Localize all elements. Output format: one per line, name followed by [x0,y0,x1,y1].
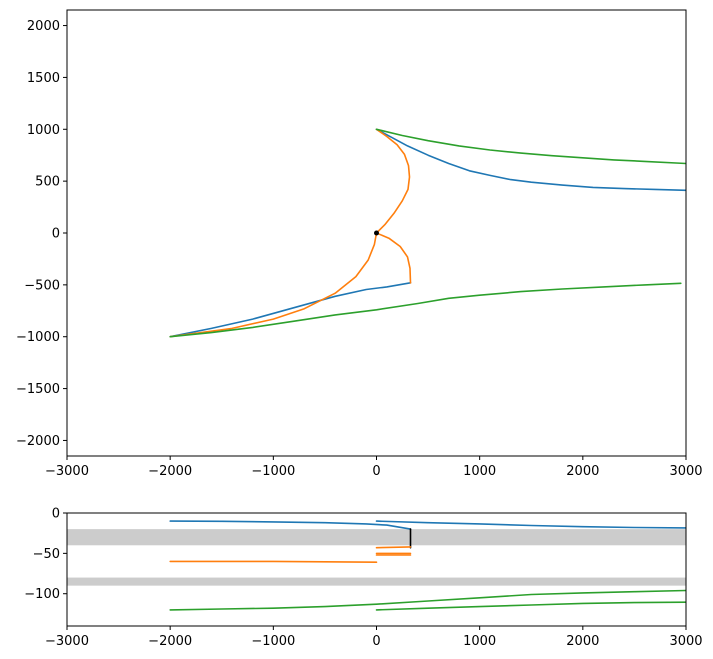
top-marker-0 [374,230,379,236]
top-y-tick-label-2: −1000 [16,330,60,345]
top-y-tick-label-7: 1500 [27,71,60,86]
top-y-tick-label-0: −2000 [16,434,60,449]
top-y-tick-label-6: 1000 [27,123,60,138]
top-y-tick-label-8: 2000 [27,19,60,34]
bottom-series-line-0 [169,520,412,530]
bottom-x-tick-label-1: −2000 [148,634,192,649]
top-x-tick-label-2: −1000 [251,464,295,479]
bottom-series-line-8 [375,601,686,611]
bottom-x-tick-label-2: −1000 [251,634,295,649]
bottom-band-0 [67,529,686,546]
top-y-tick-label-3: −500 [24,278,60,293]
bottom-x-tick-label-5: 2000 [566,634,599,649]
bottom-series-line-4 [375,546,412,549]
bottom-x-tick-label-6: 3000 [669,634,702,649]
top-x-tick-label-5: 2000 [566,464,599,479]
bottom-y-tick-label-1: −50 [33,547,60,562]
bottom-x-tick-label-4: 1000 [463,634,496,649]
bottom-series-line-3 [169,560,378,563]
top-series-line-5 [375,128,686,165]
top-plot-area [169,128,686,338]
bottom-plot-panel: −3000 −2000 −1000 0 1000 2000 3000 0 −50 −100 [24,507,702,650]
top-plot-panel: −3000 −2000 −1000 0 1000 2000 3000 −2000 −1500 −1… [16,9,703,479]
top-x-tick-label-1: −2000 [148,464,192,479]
top-series-line-1 [169,282,412,338]
top-x-tick-label-3: 0 [372,464,380,479]
bottom-series-line-1 [375,520,686,529]
bottom-x-tick-label-0: −3000 [45,634,89,649]
top-y-tick-label-4: 0 [52,227,60,242]
bottom-band-1 [67,577,686,586]
bottom-x-tick-label-3: 0 [372,634,380,649]
top-series-line-3 [375,232,412,284]
top-series-line-6 [169,282,682,338]
top-x-tick-label-6: 3000 [669,464,702,479]
top-x-tick-label-0: −3000 [45,464,89,479]
top-series-line-2 [375,128,411,234]
bottom-y-tick-label-0: 0 [52,507,60,522]
top-y-tick-label-5: 500 [35,175,60,190]
top-x-tick-label-4: 1000 [463,464,496,479]
top-series-line-0 [375,128,686,192]
bottom-plot-area [67,520,686,611]
bottom-y-tick-label-2: −100 [24,587,60,602]
top-y-tick-label-1: −1500 [16,382,60,397]
bottom-series-line-7 [169,589,686,611]
top-series-line-4 [169,232,378,338]
